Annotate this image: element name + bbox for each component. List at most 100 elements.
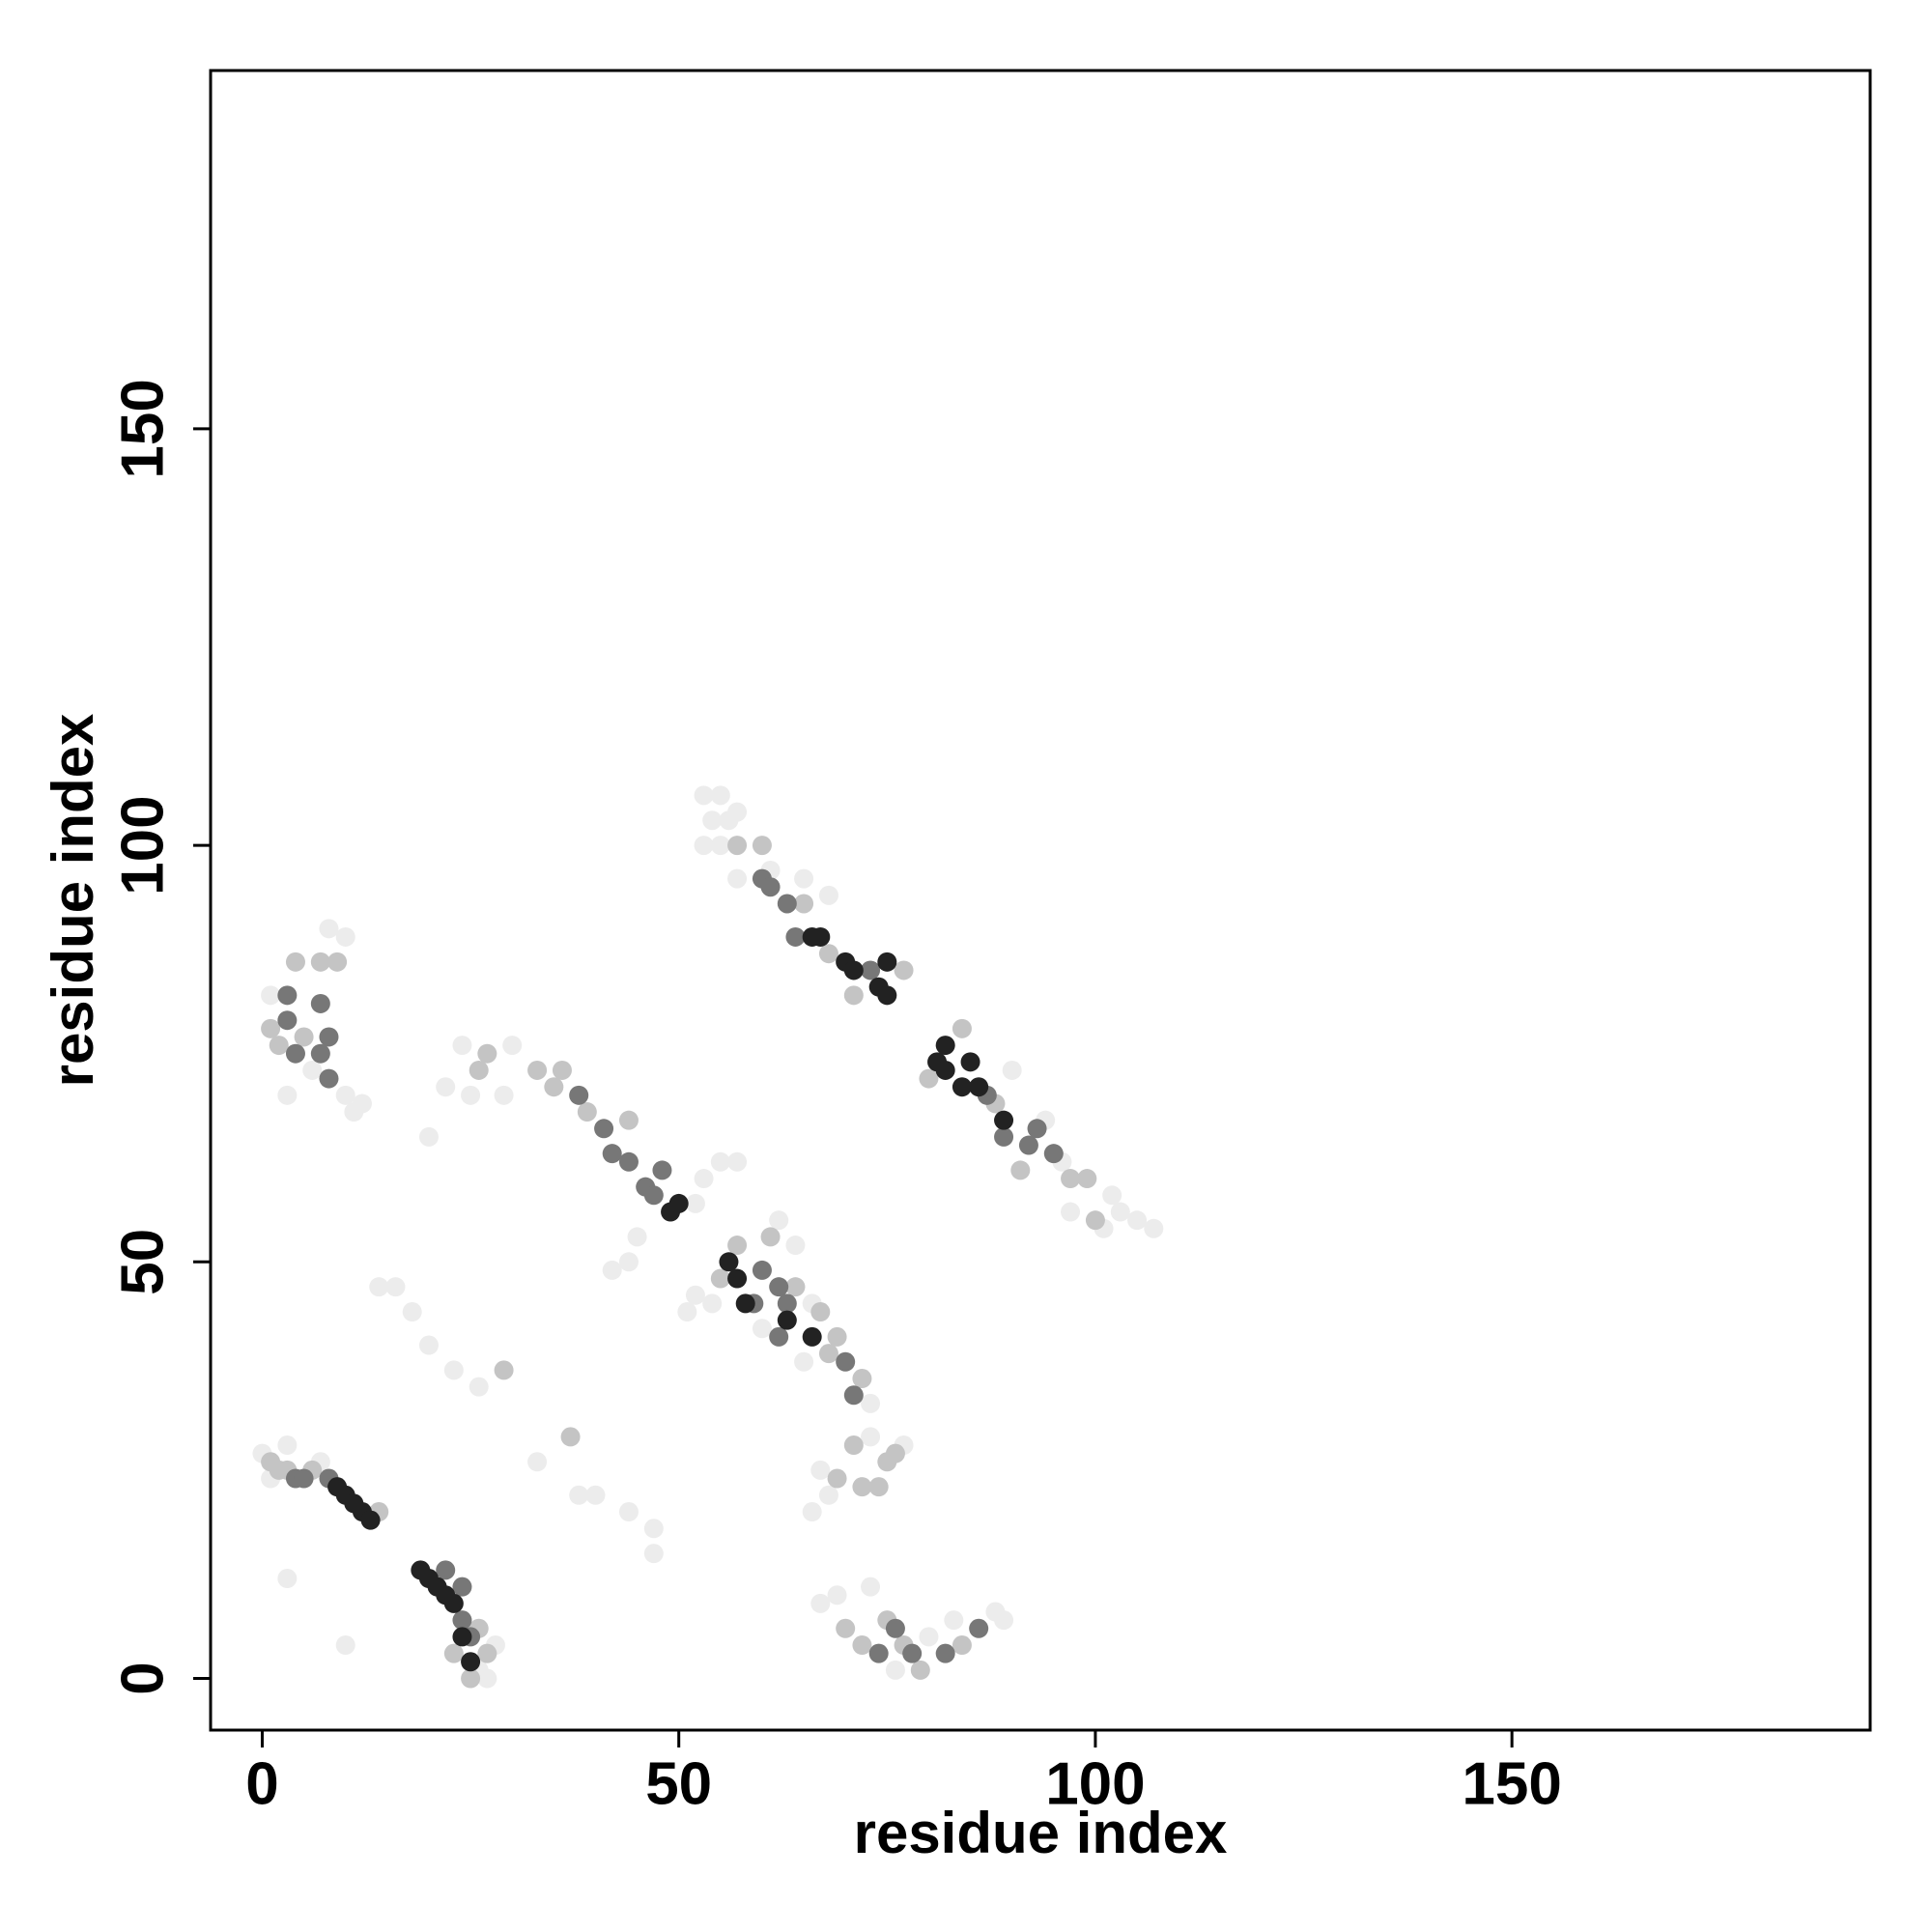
point [618,1110,639,1130]
point [710,836,730,856]
point [935,1643,955,1663]
point [677,1302,697,1322]
point [777,1293,797,1314]
point [277,1085,298,1105]
point [952,1018,972,1038]
point [694,785,714,806]
point [461,1652,481,1672]
point [452,1036,472,1056]
point [1085,1210,1105,1231]
point [1077,1169,1097,1189]
point [719,1252,739,1272]
point [894,960,914,980]
point [794,868,814,889]
point [477,1043,497,1064]
point [935,1060,955,1080]
point [794,1351,814,1372]
point [843,960,864,980]
point [319,1027,339,1047]
point [861,1577,881,1597]
x-axis-title: residue index [854,1801,1228,1865]
point [327,952,348,972]
point [710,1151,730,1172]
point [418,1126,439,1147]
point [385,1277,406,1297]
point [702,1293,723,1314]
point [319,919,339,939]
point [469,1377,489,1397]
point [310,952,330,972]
point [277,985,298,1006]
point [477,1643,497,1663]
point [810,1593,831,1613]
point [643,1519,664,1539]
point [627,1227,647,1247]
point [577,1102,597,1122]
point [302,1060,323,1080]
point [443,1643,464,1663]
point [294,1468,314,1489]
point [310,993,330,1013]
point [694,1169,714,1189]
x-tick-label: 0 [245,1750,278,1817]
point [710,785,730,806]
point [877,952,897,972]
point [335,926,355,947]
point [777,894,797,914]
point [994,1610,1014,1631]
point [769,1210,789,1231]
point [1027,1119,1047,1139]
point [352,1094,372,1114]
point [994,1126,1014,1147]
point [944,1610,964,1631]
point [369,1277,389,1297]
point [319,1068,339,1089]
point [810,926,831,947]
y-tick-label: 100 [109,795,176,895]
point [560,1427,581,1447]
point [752,836,772,856]
point [694,836,714,856]
point [818,885,838,905]
point [527,1060,548,1080]
point [1010,1160,1031,1180]
point [785,1236,806,1256]
point [727,1151,748,1172]
point [461,1085,481,1105]
x-tick-label: 150 [1462,1750,1561,1817]
point [727,802,748,822]
x-tick-label: 50 [645,1750,712,1817]
point [827,1468,847,1489]
point [285,952,305,972]
point [861,1393,881,1413]
point [852,1635,872,1656]
point [710,1268,730,1289]
y-tick-label: 50 [109,1229,176,1295]
point [727,868,748,889]
point [785,1277,806,1297]
point [643,1544,664,1564]
point [294,1027,314,1047]
point [818,1344,838,1364]
point [827,1585,847,1605]
point [310,1043,330,1064]
point [1102,1185,1122,1206]
point [1043,1144,1064,1164]
point [269,1036,289,1056]
point [843,1385,864,1406]
point [402,1302,422,1322]
point [494,1360,514,1380]
point [452,1627,472,1647]
point [935,1036,955,1056]
point [594,1119,614,1139]
point [618,1502,639,1522]
point [1127,1210,1148,1231]
point [760,1227,781,1247]
y-tick-label: 150 [109,379,176,478]
point [477,1668,497,1689]
point [769,1277,789,1297]
point [794,894,814,914]
point [452,1577,472,1597]
point [802,1326,822,1347]
point [461,1668,481,1689]
